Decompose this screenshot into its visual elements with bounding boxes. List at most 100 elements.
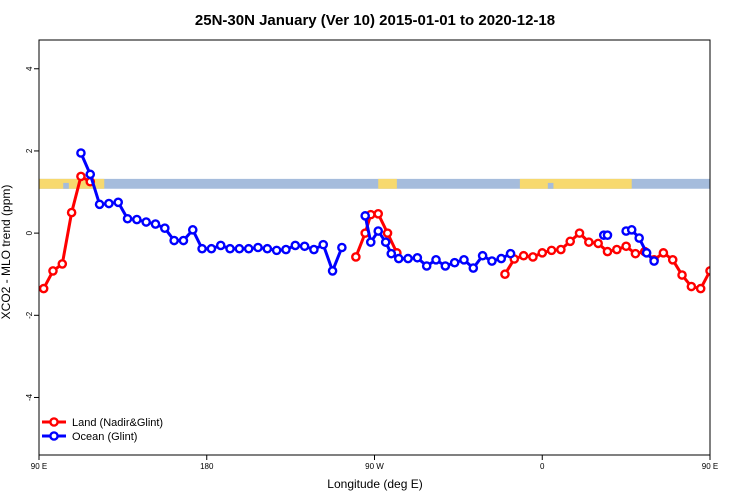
data-point (649, 256, 659, 266)
data-point (686, 281, 697, 292)
data-point (178, 235, 189, 246)
data-point (705, 266, 710, 276)
data-point (528, 252, 538, 262)
data-point (281, 244, 291, 255)
data-point (57, 259, 68, 269)
legend-swatch-marker (49, 417, 59, 427)
legend-label: Land (Nadir&Glint) (72, 417, 163, 429)
y-tick-label: -2 (25, 311, 34, 319)
data-point (76, 171, 86, 182)
land-band-segment (39, 178, 105, 189)
x-tick-label: 90 W (365, 462, 384, 471)
data-point (290, 240, 301, 251)
data-point (327, 266, 338, 276)
data-point (725, 209, 732, 216)
data-point (234, 243, 245, 254)
data-point (556, 244, 566, 255)
data-point (593, 238, 603, 249)
data-point (94, 199, 105, 210)
data-point (505, 248, 516, 259)
data-point (243, 243, 254, 254)
data-point (373, 209, 384, 219)
y-tick-label: -4 (25, 393, 34, 401)
data-point (537, 248, 548, 258)
data-point (382, 228, 393, 238)
data-point (225, 243, 235, 254)
data-point (351, 252, 361, 262)
data-point (440, 261, 451, 271)
ocean-band (39, 178, 710, 189)
data-point (262, 243, 273, 254)
data-point (150, 219, 161, 229)
data-point (630, 248, 641, 259)
y-axis-label: XCO2 - MLO trend (ppm) (0, 185, 13, 320)
data-point (500, 269, 510, 280)
data-point (318, 239, 329, 250)
data-point (271, 245, 282, 256)
data-point (386, 248, 397, 259)
y-tick-label: 0 (25, 230, 34, 235)
data-point (641, 248, 652, 258)
data-point (113, 197, 124, 208)
data-point (602, 246, 613, 257)
data-point (169, 235, 179, 246)
data-point (574, 228, 585, 238)
series-ocean (76, 148, 659, 276)
data-point (626, 225, 637, 235)
data-point (309, 244, 319, 255)
data-point (487, 256, 497, 266)
data-point (48, 266, 58, 276)
data-point (602, 230, 613, 240)
data-point (734, 173, 741, 180)
data-point (518, 250, 529, 261)
legend-label: Ocean (Glint) (72, 431, 137, 443)
data-point (141, 217, 151, 227)
data-point (373, 226, 384, 236)
data-point (621, 241, 631, 252)
data-point (546, 245, 557, 256)
legend-swatch-marker (49, 431, 59, 441)
data-point (431, 255, 441, 265)
data-point (104, 198, 114, 209)
x-axis-label: Longitude (deg E) (327, 477, 422, 491)
data-point (658, 248, 669, 258)
data-point (393, 253, 404, 264)
x-tick-label: 0 (540, 462, 545, 471)
data-point (122, 213, 133, 224)
y-tick-label: 2 (25, 148, 34, 153)
data-point (677, 270, 687, 280)
data-point (584, 237, 594, 247)
data-point (695, 283, 706, 294)
data-point (197, 243, 207, 254)
data-point (76, 148, 86, 158)
data-point (412, 252, 423, 263)
data-point (468, 263, 479, 273)
data-point (496, 253, 507, 264)
y-tick-label: 4 (25, 66, 34, 71)
land-band-segment (710, 179, 750, 189)
data-point (299, 241, 310, 252)
series-line (503, 231, 710, 291)
data-point (634, 233, 644, 243)
data-point (380, 237, 391, 247)
data-point (215, 240, 226, 251)
series-land (39, 171, 741, 294)
ocean-band-notch (63, 182, 69, 189)
data-point (66, 207, 77, 218)
data-point (449, 257, 460, 268)
data-point (421, 261, 432, 271)
data-point (716, 260, 723, 267)
land-band-segment (378, 178, 397, 189)
land-ocean-band (39, 178, 750, 189)
data-point (337, 242, 347, 253)
data-point (459, 255, 469, 265)
data-point (85, 169, 96, 180)
data-point (365, 237, 376, 247)
data-point (187, 225, 198, 235)
x-tick-label: 90 E (31, 462, 47, 471)
data-point (206, 243, 217, 254)
legend: Land (Nadir&Glint) Ocean (Glint) (42, 417, 163, 443)
data-point (667, 255, 678, 265)
data-point (160, 223, 170, 233)
